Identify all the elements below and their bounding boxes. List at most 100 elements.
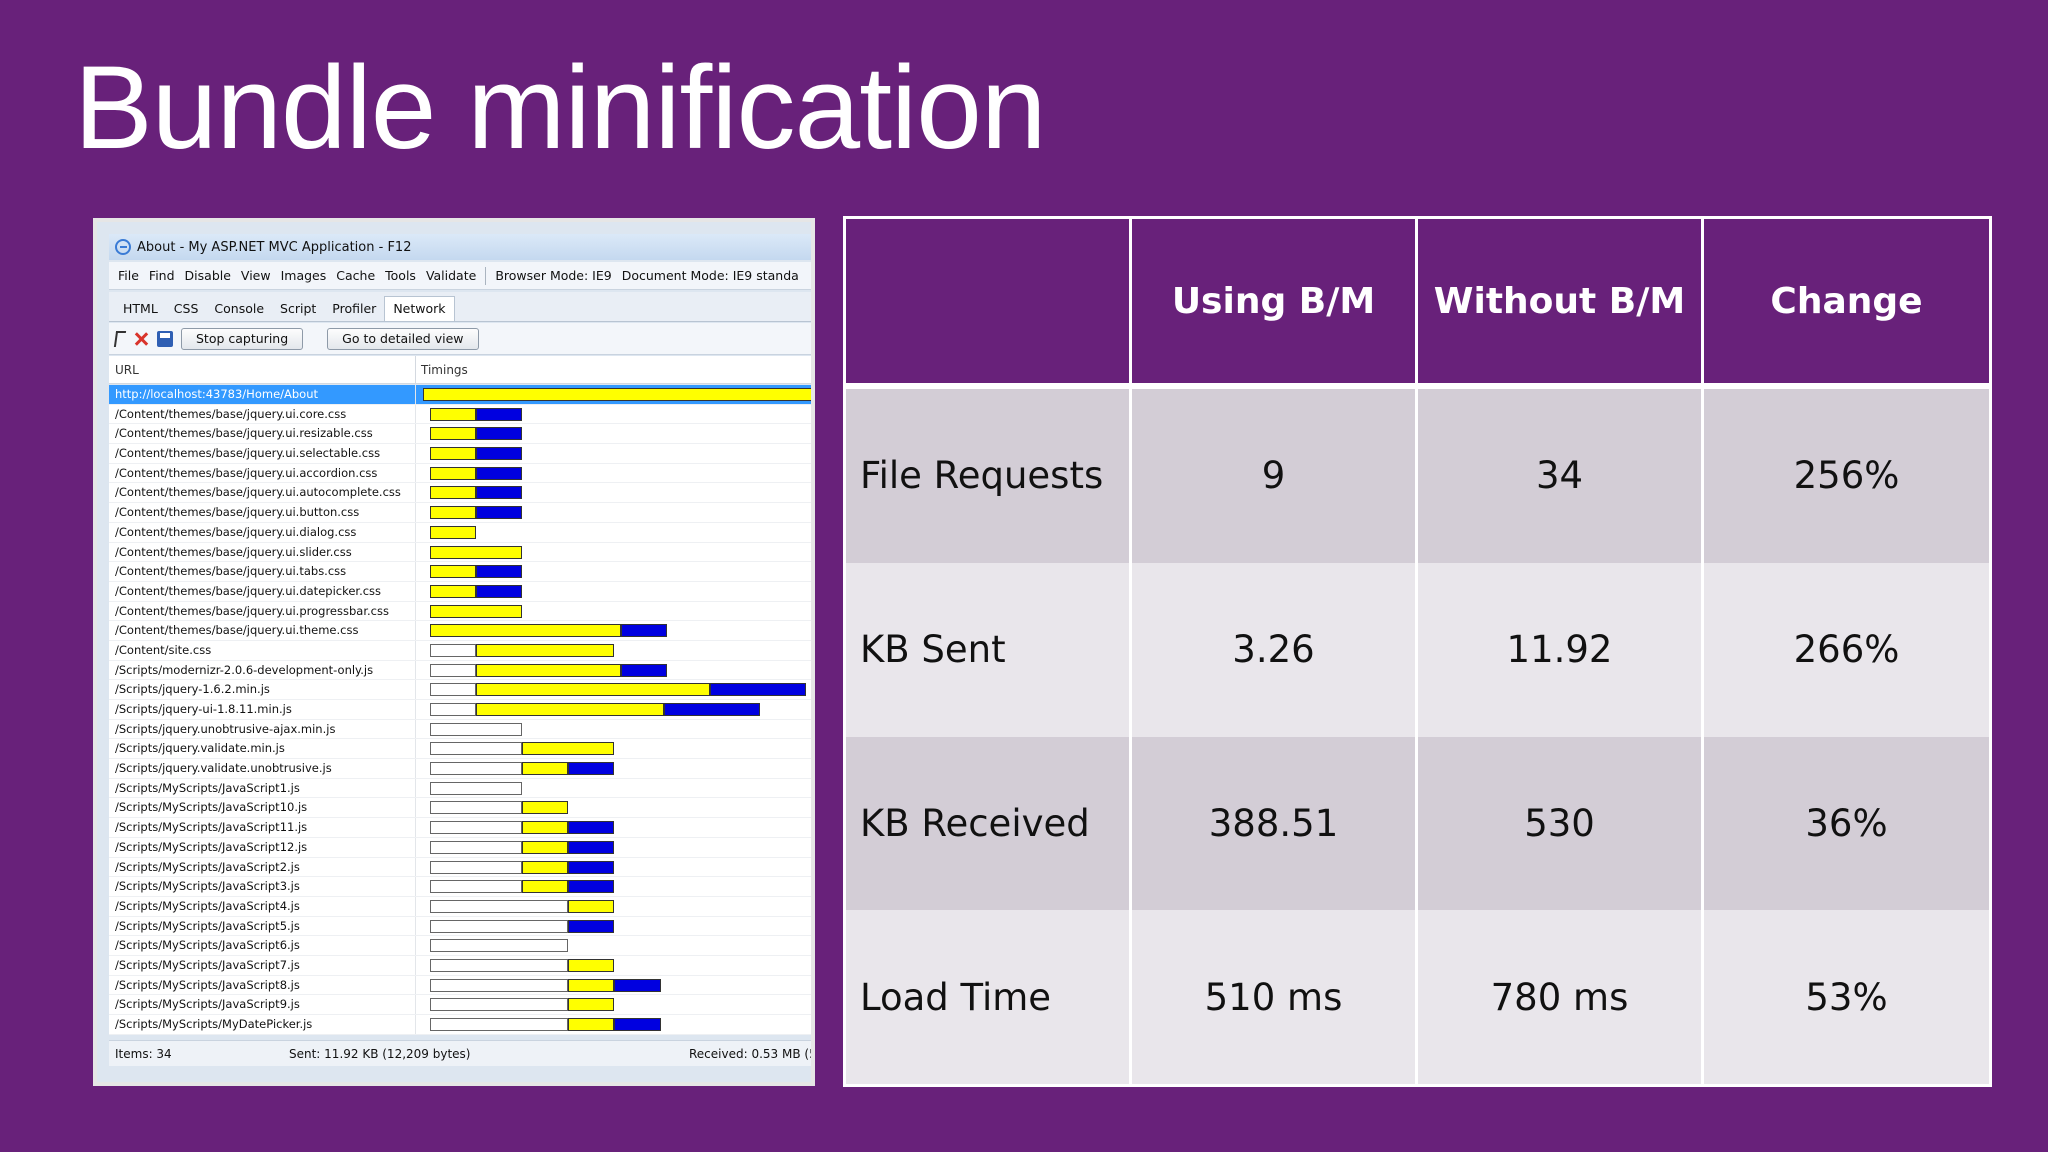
request-row[interactable]: /Scripts/MyScripts/JavaScript3.js	[109, 877, 811, 897]
timing-bar-waiting	[475, 466, 522, 480]
request-url: /Scripts/MyScripts/JavaScript12.js	[115, 839, 308, 854]
stop-capturing-button[interactable]: Stop capturing	[181, 327, 304, 350]
timing-bar-waiting	[621, 624, 668, 638]
menu-find[interactable]: Find	[148, 268, 175, 283]
menu-view[interactable]: View	[240, 268, 271, 283]
request-row[interactable]: /Scripts/MyScripts/JavaScript11.js	[109, 818, 811, 838]
tab-profiler[interactable]: Profiler	[332, 301, 377, 316]
request-row[interactable]: /Scripts/jquery-1.6.2.min.js	[109, 680, 811, 700]
request-row[interactable]: http://localhost:43783/Home/About	[109, 385, 811, 405]
timing-bar-waiting	[475, 486, 522, 500]
request-row[interactable]: /Scripts/MyScripts/JavaScript5.js	[109, 916, 811, 937]
tab-script[interactable]: Script	[280, 301, 317, 316]
request-row[interactable]: /Scripts/MyScripts/JavaScript7.js	[109, 955, 811, 976]
clear-icon[interactable]	[133, 331, 149, 347]
request-row[interactable]: /Content/site.css	[109, 640, 811, 661]
request-row[interactable]: /Content/themes/base/jquery.ui.autocompl…	[109, 483, 811, 504]
request-url: /Scripts/jquery.validate.unobtrusive.js	[115, 761, 332, 776]
request-row[interactable]: /Content/themes/base/jquery.ui.progressb…	[109, 601, 811, 622]
request-url: /Content/themes/base/jquery.ui.slider.cs…	[115, 544, 352, 559]
timing-bar-receiving	[522, 880, 569, 894]
row-label: KB Received	[846, 736, 1132, 911]
column-separator	[415, 385, 416, 404]
tab-html[interactable]: HTML	[123, 301, 158, 316]
request-row[interactable]: /Scripts/modernizr-2.0.6-development-onl…	[109, 660, 811, 681]
menu-file[interactable]: File	[118, 268, 139, 283]
request-row[interactable]: /Scripts/MyScripts/JavaScript10.js	[109, 798, 811, 819]
request-url: /Content/site.css	[115, 642, 212, 657]
comparison-table: Using B/M Without B/M Change File Reques…	[843, 216, 1992, 1087]
browser-mode-menu[interactable]: Browser Mode: IE9	[495, 268, 612, 283]
cell-without: 530	[1418, 736, 1704, 911]
timing-bar-receiving	[429, 506, 476, 520]
timing-bar-receiving	[568, 958, 615, 972]
menu-disable[interactable]: Disable	[184, 268, 231, 283]
request-url: /Content/themes/base/jquery.ui.dialog.cs…	[115, 524, 357, 539]
select-pointer-icon[interactable]	[113, 330, 127, 347]
timing-bar-receiving	[522, 742, 615, 756]
timing-bar-receiving	[423, 388, 811, 401]
request-row[interactable]: /Content/themes/base/jquery.ui.theme.css	[109, 621, 811, 641]
column-separator	[415, 424, 416, 444]
column-header-timings[interactable]: Timings	[421, 363, 468, 377]
request-url: /Content/themes/base/jquery.ui.tabs.css	[115, 564, 347, 579]
menu-tools[interactable]: Tools	[385, 268, 416, 283]
request-url: /Content/themes/base/jquery.ui.datepicke…	[115, 583, 382, 598]
cell-using: 3.26	[1132, 562, 1418, 737]
request-row[interactable]: /Scripts/jquery.unobtrusive-ajax.min.js	[109, 719, 811, 740]
request-url: /Content/themes/base/jquery.ui.core.css	[115, 406, 347, 421]
request-row[interactable]: /Scripts/MyScripts/JavaScript8.js	[109, 975, 811, 996]
request-row[interactable]: /Scripts/jquery-ui-1.8.11.min.js	[109, 700, 811, 720]
timing-bar-receiving	[429, 604, 522, 618]
request-row[interactable]: /Content/themes/base/jquery.ui.resizable…	[109, 424, 811, 445]
table-row: Load Time 510 ms 780 ms 53%	[846, 910, 1989, 1084]
menu-separator	[485, 266, 487, 285]
timing-bar-start	[429, 781, 522, 795]
request-row[interactable]: /Scripts/MyScripts/JavaScript2.js	[109, 857, 811, 878]
column-separator	[415, 562, 416, 581]
tab-network[interactable]: Network	[384, 296, 455, 321]
request-row[interactable]: /Content/themes/base/jquery.ui.core.css	[109, 404, 811, 425]
request-row[interactable]: /Content/themes/base/jquery.ui.selectabl…	[109, 444, 811, 464]
request-row[interactable]: /Scripts/MyScripts/JavaScript1.js	[109, 778, 811, 799]
request-row[interactable]: /Content/themes/base/jquery.ui.accordion…	[109, 463, 811, 484]
column-separator	[415, 857, 416, 877]
timing-bar-receiving	[568, 899, 615, 913]
column-separator	[415, 739, 416, 759]
timing-bar-start	[429, 840, 522, 854]
column-separator	[415, 778, 416, 798]
tab-console[interactable]: Console	[214, 301, 265, 316]
request-row[interactable]: /Content/themes/base/jquery.ui.datepicke…	[109, 581, 811, 602]
request-url: /Scripts/jquery.validate.min.js	[115, 741, 285, 756]
request-row[interactable]: /Scripts/jquery.validate.unobtrusive.js	[109, 759, 811, 779]
request-row[interactable]: /Content/themes/base/jquery.ui.dialog.cs…	[109, 522, 811, 543]
column-separator	[415, 759, 416, 778]
menu-validate[interactable]: Validate	[425, 268, 477, 283]
request-row[interactable]: /Scripts/MyScripts/JavaScript6.js	[109, 936, 811, 956]
detailed-view-button[interactable]: Go to detailed view	[327, 327, 479, 350]
menu-images[interactable]: Images	[280, 268, 327, 283]
cell-change: 266%	[1704, 562, 1989, 737]
status-sent: Sent: 11.92 KB (12,209 bytes)	[289, 1047, 471, 1061]
request-url: http://localhost:43783/Home/About	[115, 387, 319, 401]
request-row[interactable]: /Scripts/MyScripts/MyDatePicker.js	[109, 1015, 811, 1035]
request-url: /Scripts/MyScripts/JavaScript11.js	[115, 820, 308, 835]
request-row[interactable]: /Content/themes/base/jquery.ui.slider.cs…	[109, 542, 811, 563]
cell-without: 34	[1418, 389, 1704, 563]
f12-developer-tools-window: About - My ASP.NET MVC Application - F12…	[93, 218, 815, 1086]
request-row[interactable]: /Content/themes/base/jquery.ui.button.cs…	[109, 503, 811, 523]
document-mode-menu[interactable]: Document Mode: IE9 standa	[621, 268, 799, 283]
timing-bar-receiving	[429, 565, 476, 579]
request-row[interactable]: /Scripts/jquery.validate.min.js	[109, 739, 811, 760]
tab-css[interactable]: CSS	[173, 301, 199, 316]
column-separator	[415, 660, 416, 680]
request-row[interactable]: /Scripts/MyScripts/JavaScript12.js	[109, 837, 811, 858]
request-row[interactable]: /Scripts/MyScripts/JavaScript4.js	[109, 896, 811, 917]
save-icon[interactable]	[157, 330, 173, 347]
menu-cache[interactable]: Cache	[336, 268, 376, 283]
table-row: File Requests 9 34 256%	[846, 389, 1989, 563]
column-separator	[415, 581, 416, 601]
request-row[interactable]: /Scripts/MyScripts/JavaScript9.js	[109, 995, 811, 1015]
column-header-url[interactable]: URL	[115, 363, 139, 377]
request-row[interactable]: /Content/themes/base/jquery.ui.tabs.css	[109, 562, 811, 582]
